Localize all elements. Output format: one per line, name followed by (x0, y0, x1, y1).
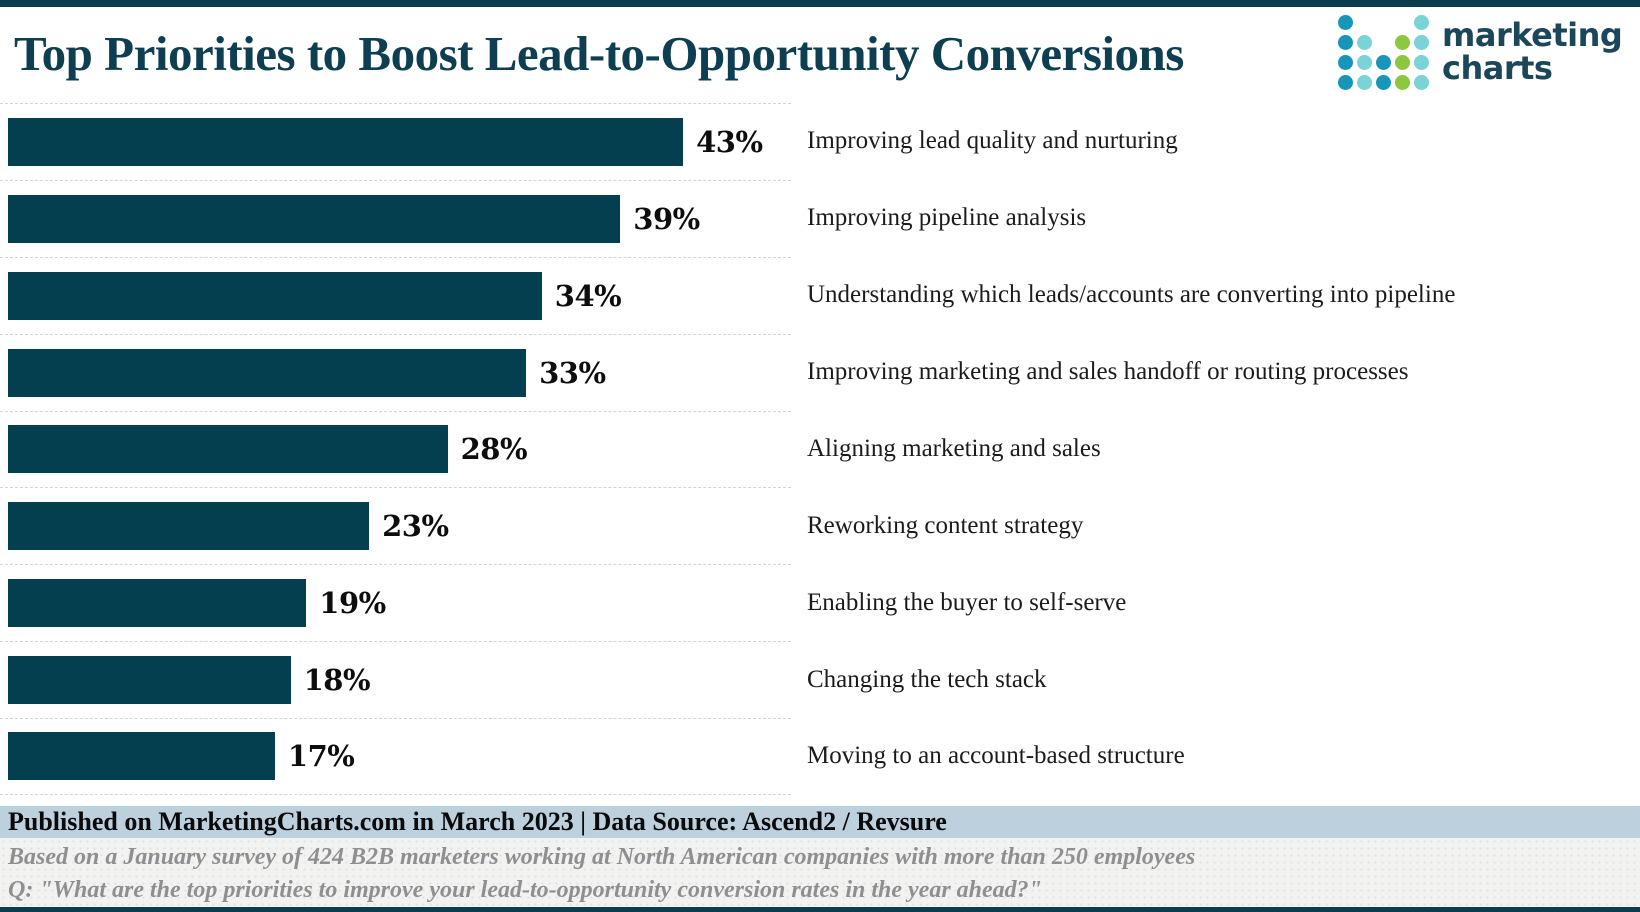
logo-dot-light (1357, 75, 1372, 90)
logo-word-line2: charts (1442, 49, 1553, 87)
bar-plot-cell: 23% (0, 487, 791, 564)
bar (8, 271, 542, 320)
logo-dot-light (1357, 35, 1372, 50)
survey-note: Based on a January survey of 424 B2B mar… (8, 844, 1196, 870)
logo-dot-light (1414, 15, 1429, 30)
logo-wordmark: marketing charts (1442, 16, 1623, 87)
bar-value-label: 23% (382, 509, 449, 544)
logo-dot-empty (1395, 15, 1410, 30)
bar-row: 34% Understanding which leads/accounts ar… (0, 256, 1640, 334)
bar-row: 19% Enabling the buyer to self-serve (0, 564, 1640, 641)
bar-row: 23% Reworking content strategy (0, 487, 1640, 564)
bar-plot-cell: 34% (0, 256, 791, 334)
bar-plot-cell: 39% (0, 179, 791, 257)
bar-chart: 43% Improving lead quality and nurturing 3… (0, 103, 1640, 795)
bar-row: 33% Improving marketing and sales handoff… (0, 333, 1640, 411)
logo-dot-dark (1338, 75, 1353, 90)
bar-plot-cell: 33% (0, 333, 791, 411)
bar-plot-cell: 43% (0, 103, 791, 180)
bar-value-label: 28% (460, 432, 528, 467)
bar-value-label: 34% (554, 278, 622, 313)
bar (8, 194, 621, 243)
logo-dot-green (1395, 75, 1410, 90)
bar-value-label: 33% (539, 355, 606, 390)
bar-value-label: 39% (633, 201, 700, 236)
marketingcharts-logo: marketing charts (1338, 15, 1623, 90)
logo-dot-empty (1376, 15, 1391, 30)
logo-dot-dark (1338, 55, 1353, 70)
page-title: Top Priorities to Boost Lead-to-Opportun… (14, 26, 1184, 81)
bar-plot-cell: 18% (0, 641, 791, 718)
bar-value-label: 18% (303, 663, 371, 698)
bar-category-label: Reworking content strategy (807, 511, 1084, 539)
bar-value-label: 43% (696, 124, 763, 159)
bar-plot-cell: 17% (0, 718, 791, 795)
question-note: Q: "What are the top priorities to impro… (8, 877, 1042, 903)
logo-dot-empty (1357, 15, 1372, 30)
bar-plot-cell: 19% (0, 564, 791, 641)
logo-dot-green (1395, 35, 1410, 50)
logo-dot-light (1414, 55, 1429, 70)
logo-dot-light (1414, 35, 1429, 50)
bar (8, 348, 527, 397)
bar-row: 39% Improving pipeline analysis (0, 179, 1640, 257)
logo-dot-dark (1376, 75, 1391, 90)
logo-dot-light (1357, 55, 1372, 70)
bar-category-label: Enabling the buyer to self-serve (807, 588, 1127, 616)
bar-category-label: Improving lead quality and nurturing (807, 127, 1178, 155)
bar-row: 18% Changing the tech stack (0, 641, 1640, 718)
bar-category-label: Improving pipeline analysis (807, 204, 1087, 232)
bar-value-label: 17% (287, 739, 355, 774)
bar-value-label: 19% (319, 586, 386, 621)
bar-plot-cell: 28% (0, 410, 791, 488)
bar-category-label: Aligning marketing and sales (807, 434, 1101, 462)
logo-dot-dark (1338, 35, 1353, 50)
bar (8, 502, 370, 551)
bar (8, 579, 307, 628)
bar-row: 17% Moving to an account-based structure (0, 718, 1640, 795)
publication-band: Published on MarketingCharts.com in Marc… (0, 806, 1640, 838)
logo-dot-dark (1376, 55, 1391, 70)
bar (8, 117, 684, 166)
bar-category-label: Understanding which leads/accounts are c… (807, 281, 1456, 309)
logo-dot-dark (1338, 15, 1353, 30)
logo-dot-light (1414, 75, 1429, 90)
publication-text: Published on MarketingCharts.com in Marc… (8, 807, 947, 836)
logo-dot-green (1395, 55, 1410, 70)
bar (8, 656, 291, 705)
logo-dot-empty (1376, 35, 1391, 50)
logo-dots-icon (1338, 15, 1429, 90)
bar (8, 425, 448, 474)
bar-row: 28% Aligning marketing and sales (0, 410, 1640, 488)
bar-category-label: Improving marketing and sales handoff or… (807, 358, 1409, 386)
bar-category-label: Changing the tech stack (807, 665, 1047, 693)
note-band: Based on a January survey of 424 B2B mar… (0, 838, 1640, 907)
bar-category-label: Moving to an account-based structure (807, 742, 1185, 770)
bar-row: 43% Improving lead quality and nurturing (0, 103, 1640, 180)
bottom-accent-bar (0, 907, 1640, 912)
top-accent-bar (0, 0, 1640, 7)
logo-word-line1: marketing (1442, 16, 1623, 54)
bar (8, 732, 275, 781)
